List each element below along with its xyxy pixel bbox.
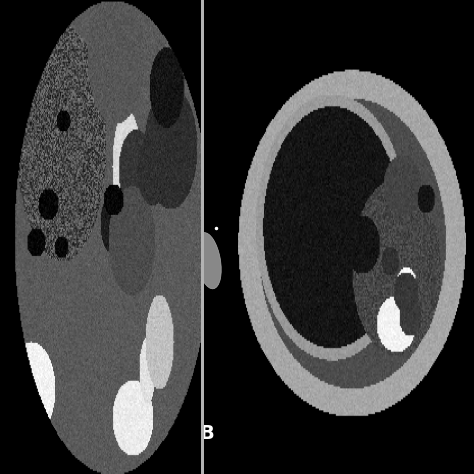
Ellipse shape: [196, 233, 221, 289]
Text: B: B: [199, 424, 214, 443]
